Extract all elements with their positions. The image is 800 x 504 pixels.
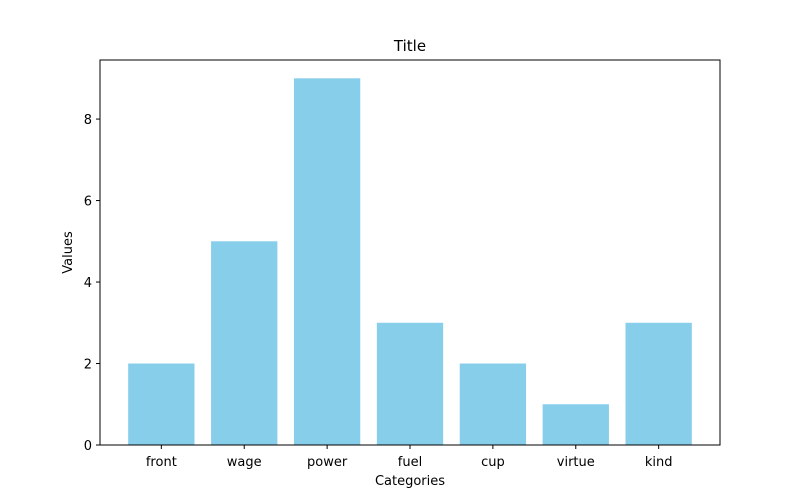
x-tick-label: fuel [398,455,422,470]
x-axis-ticks: front wage power fuel cup virtue kind [146,445,673,470]
y-tick-label: 2 [84,358,92,373]
y-tick-label: 6 [84,195,92,210]
y-tick-label: 0 [84,439,92,454]
y-tick-label: 8 [84,113,92,128]
x-tick-label: power [307,455,348,470]
x-tick-label: wage [227,455,262,470]
y-tick-label: 4 [84,276,92,291]
bar-kind [625,322,692,445]
x-tick-label: cup [481,455,505,470]
bars-layer [128,78,692,445]
x-axis-title: Categories [375,474,445,489]
y-axis-ticks: 0 2 4 6 8 [84,113,100,454]
y-axis-title: Values [61,231,76,274]
bar-virtue [542,404,609,445]
x-tick-label: front [146,455,177,470]
bar-front [128,363,195,445]
x-tick-label: kind [645,455,673,470]
chart-title: Title [393,37,426,55]
bar-cup [459,363,527,445]
x-tick-label: virtue [557,455,595,470]
plot-area-frame [99,59,721,446]
bar-fuel [376,322,444,445]
bar-power [293,78,361,445]
bar-wage [211,241,278,445]
